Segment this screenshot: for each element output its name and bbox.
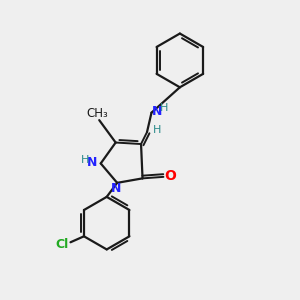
Text: H: H <box>152 125 161 135</box>
Text: CH₃: CH₃ <box>87 107 109 120</box>
Text: Cl: Cl <box>56 238 69 251</box>
Text: N: N <box>111 182 122 195</box>
Text: H: H <box>160 103 168 112</box>
Text: N: N <box>152 105 162 118</box>
Text: H: H <box>81 155 89 165</box>
Text: O: O <box>164 169 176 183</box>
Text: N: N <box>87 156 98 169</box>
